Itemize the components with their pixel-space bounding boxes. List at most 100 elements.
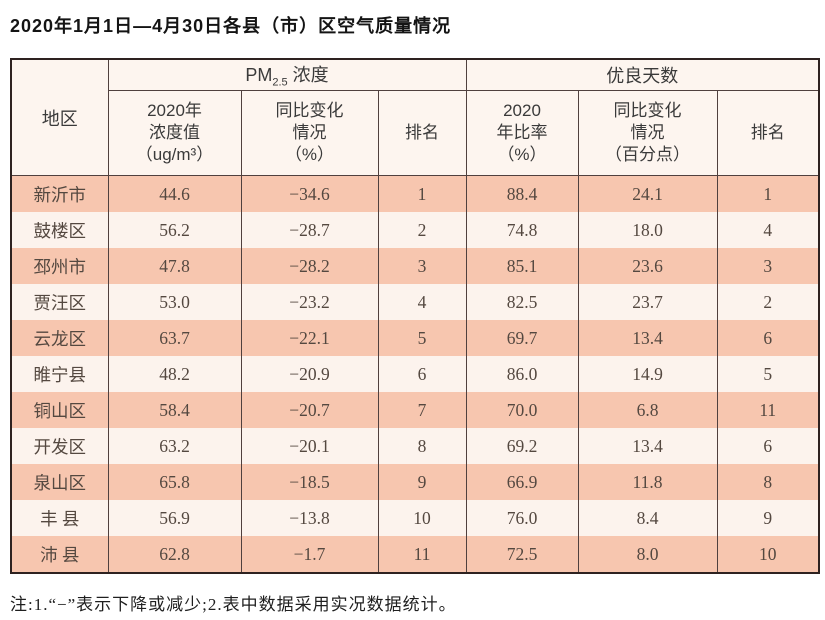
cell-region: 铜山区 [10, 392, 109, 428]
footnote: 注:1.“−”表示下降或减少;2.表中数据采用实况数据统计。 [10, 595, 457, 614]
cell-pm25-value: 63.7 [107, 320, 242, 356]
table-row: 泉山区 65.8 −18.5 9 66.9 11.8 8 [10, 464, 820, 500]
header-group-pm25: PM2.5 浓度 [107, 58, 467, 91]
cell-days-change: 24.1 [577, 175, 718, 212]
header-days-rank: 排名 [716, 90, 820, 176]
cell-region: 沛 县 [10, 536, 109, 573]
table-body: 新沂市 44.6 −34.6 1 88.4 24.1 1 鼓楼区 56.2 −28.7 2 74.8 1… [10, 175, 820, 573]
cell-days-ratio: 74.8 [465, 212, 579, 248]
cell-days-rank: 6 [716, 320, 820, 356]
cell-region: 开发区 [10, 428, 109, 464]
cell-pm25-rank: 9 [377, 464, 467, 500]
cell-days-ratio: 82.5 [465, 284, 579, 320]
header-pm25-change: 同比变化 情况 （%） [240, 90, 379, 176]
cell-pm25-change: −23.2 [240, 284, 379, 320]
pm25-subscript: 2.5 [272, 76, 288, 89]
cell-pm25-change: −28.2 [240, 248, 379, 284]
cell-pm25-rank: 10 [377, 500, 467, 536]
table-row: 睢宁县 48.2 −20.9 6 86.0 14.9 5 [10, 356, 820, 392]
cell-pm25-value: 56.9 [107, 500, 242, 536]
cell-days-rank: 10 [716, 536, 820, 573]
cell-days-change: 11.8 [577, 464, 718, 500]
cell-days-change: 13.4 [577, 320, 718, 356]
cell-pm25-rank: 8 [377, 428, 467, 464]
cell-pm25-value: 62.8 [107, 536, 242, 573]
cell-pm25-rank: 5 [377, 320, 467, 356]
cell-pm25-change: −34.6 [240, 175, 379, 212]
cell-pm25-change: −13.8 [240, 500, 379, 536]
air-quality-table: 地区 PM2.5 浓度 优良天数 2020年 浓度值 （ug/m³） 同比变化 … [10, 58, 821, 574]
cell-region: 鼓楼区 [10, 212, 109, 248]
cell-pm25-rank: 3 [377, 248, 467, 284]
cell-pm25-change: −22.1 [240, 320, 379, 356]
table-row: 新沂市 44.6 −34.6 1 88.4 24.1 1 [10, 175, 820, 212]
cell-region: 邳州市 [10, 248, 109, 284]
table-row: 沛 县 62.8 −1.7 11 72.5 8.0 10 [10, 536, 820, 573]
cell-pm25-change: −28.7 [240, 212, 379, 248]
cell-days-change: 14.9 [577, 356, 718, 392]
cell-pm25-rank: 7 [377, 392, 467, 428]
cell-days-rank: 2 [716, 284, 820, 320]
cell-pm25-rank: 1 [377, 175, 467, 212]
cell-days-rank: 11 [716, 392, 820, 428]
cell-region: 贾汪区 [10, 284, 109, 320]
cell-pm25-change: −1.7 [240, 536, 379, 573]
cell-days-ratio: 76.0 [465, 500, 579, 536]
cell-days-ratio: 72.5 [465, 536, 579, 573]
cell-pm25-value: 53.0 [107, 284, 242, 320]
cell-pm25-change: −18.5 [240, 464, 379, 500]
cell-pm25-change: −20.1 [240, 428, 379, 464]
table-header: 地区 PM2.5 浓度 优良天数 2020年 浓度值 （ug/m³） 同比变化 … [10, 58, 820, 176]
cell-days-rank: 5 [716, 356, 820, 392]
cell-days-rank: 6 [716, 428, 820, 464]
pm25-label-suffix: 浓度 [287, 65, 329, 86]
cell-days-change: 8.0 [577, 536, 718, 573]
cell-days-change: 13.4 [577, 428, 718, 464]
cell-region: 新沂市 [10, 175, 109, 212]
cell-region: 泉山区 [10, 464, 109, 500]
header-days-change: 同比变化 情况 （百分点） [577, 90, 718, 176]
cell-pm25-change: −20.7 [240, 392, 379, 428]
cell-region: 丰 县 [10, 500, 109, 536]
cell-pm25-value: 47.8 [107, 248, 242, 284]
cell-pm25-rank: 2 [377, 212, 467, 248]
cell-days-change: 6.8 [577, 392, 718, 428]
cell-pm25-value: 44.6 [107, 175, 242, 212]
table-row: 铜山区 58.4 −20.7 7 70.0 6.8 11 [10, 392, 820, 428]
table-row: 贾汪区 53.0 −23.2 4 82.5 23.7 2 [10, 284, 820, 320]
cell-days-change: 8.4 [577, 500, 718, 536]
cell-days-ratio: 88.4 [465, 175, 579, 212]
header-group-good-days: 优良天数 [465, 58, 820, 91]
cell-days-ratio: 85.1 [465, 248, 579, 284]
cell-pm25-value: 58.4 [107, 392, 242, 428]
cell-days-ratio: 70.0 [465, 392, 579, 428]
cell-days-ratio: 69.7 [465, 320, 579, 356]
table-row: 邳州市 47.8 −28.2 3 85.1 23.6 3 [10, 248, 820, 284]
cell-days-rank: 4 [716, 212, 820, 248]
cell-days-change: 23.6 [577, 248, 718, 284]
cell-pm25-rank: 6 [377, 356, 467, 392]
cell-days-ratio: 66.9 [465, 464, 579, 500]
table-row: 开发区 63.2 −20.1 8 69.2 13.4 6 [10, 428, 820, 464]
cell-days-rank: 3 [716, 248, 820, 284]
cell-days-rank: 1 [716, 175, 820, 212]
cell-days-ratio: 86.0 [465, 356, 579, 392]
cell-days-rank: 8 [716, 464, 820, 500]
cell-pm25-value: 48.2 [107, 356, 242, 392]
page-title: 2020年1月1日—4月30日各县（市）区空气质量情况 [10, 16, 452, 36]
header-pm25-rank: 排名 [377, 90, 467, 176]
cell-days-ratio: 69.2 [465, 428, 579, 464]
table-row: 丰 县 56.9 −13.8 10 76.0 8.4 9 [10, 500, 820, 536]
cell-pm25-rank: 11 [377, 536, 467, 573]
header-pm25-value: 2020年 浓度值 （ug/m³） [107, 90, 242, 176]
cell-pm25-change: −20.9 [240, 356, 379, 392]
table-row: 云龙区 63.7 −22.1 5 69.7 13.4 6 [10, 320, 820, 356]
header-days-ratio: 2020 年比率 （%） [465, 90, 579, 176]
cell-pm25-value: 65.8 [107, 464, 242, 500]
cell-pm25-rank: 4 [377, 284, 467, 320]
pm25-label: PM [245, 65, 273, 86]
cell-days-change: 18.0 [577, 212, 718, 248]
cell-pm25-value: 56.2 [107, 212, 242, 248]
header-region: 地区 [10, 58, 109, 176]
